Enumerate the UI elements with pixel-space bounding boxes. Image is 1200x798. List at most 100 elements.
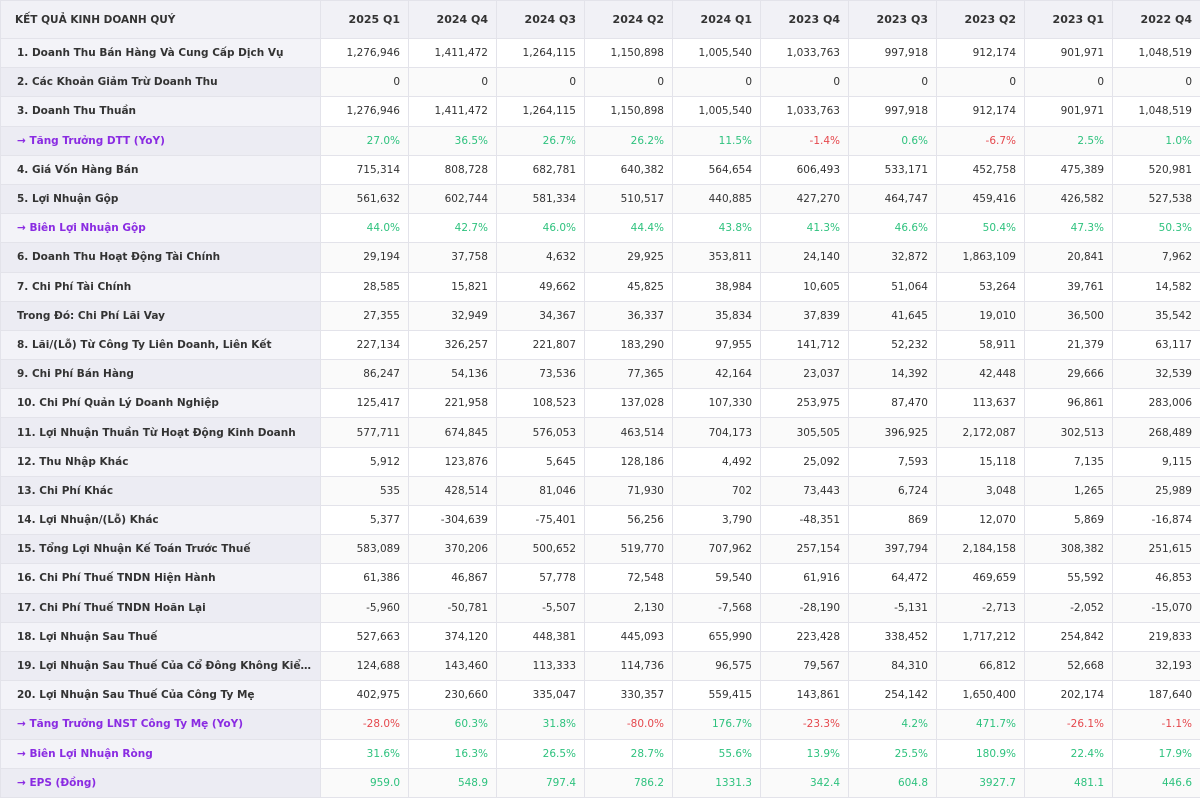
cell-value: 1,411,472 — [408, 96, 497, 127]
cell-value: 219,833 — [1112, 621, 1200, 652]
cell-value: 5,377 — [320, 504, 409, 536]
cell-value: 519,770 — [584, 534, 673, 565]
cell-value: 52,668 — [1024, 650, 1113, 682]
cell-value: 35,542 — [1112, 300, 1200, 331]
cell-value: 31.8% — [496, 709, 585, 740]
cell-value: 1,150,898 — [584, 96, 673, 127]
cell-value: 77,365 — [584, 359, 673, 390]
cell-value: 113,333 — [496, 650, 585, 682]
cell-value: 44.0% — [320, 213, 409, 244]
table-row: Trong Đó: Chi Phí Lãi Vay 27,355 32,949 34,… — [0, 300, 1200, 331]
cell-value: 426,582 — [1024, 183, 1113, 215]
column-header[interactable]: 2024 Q2 — [584, 0, 673, 39]
table-row: 18. Lợi Nhuận Sau Thuế 527,663 374,120 448,… — [0, 621, 1200, 652]
column-header[interactable]: 2025 Q1 — [320, 0, 409, 39]
row-label: 19. Lợi Nhuận Sau Thuế Của Cổ Đông Không… — [0, 650, 321, 682]
cell-value: 61,386 — [320, 563, 409, 594]
cell-value: 37,839 — [760, 300, 849, 331]
cell-value: 63,117 — [1112, 329, 1200, 361]
cell-value: 1,264,115 — [496, 37, 585, 69]
cell-value: 28,585 — [320, 271, 409, 302]
cell-value: 54,136 — [408, 359, 497, 390]
column-header[interactable]: 2023 Q4 — [760, 0, 849, 39]
column-header[interactable]: 2024 Q1 — [672, 0, 761, 39]
cell-value: -23.3% — [760, 709, 849, 740]
column-header[interactable]: 2022 Q4 — [1112, 0, 1200, 39]
cell-value: 143,861 — [760, 680, 849, 711]
cell-value: 0 — [320, 67, 409, 98]
cell-value: 445,093 — [584, 621, 673, 652]
cell-value: 577,711 — [320, 417, 409, 448]
cell-value: 96,861 — [1024, 388, 1113, 419]
cell-value: -6.7% — [936, 125, 1025, 156]
column-header[interactable]: 2024 Q3 — [496, 0, 585, 39]
cell-value: 123,876 — [408, 446, 497, 477]
column-header[interactable]: 2024 Q4 — [408, 0, 497, 39]
cell-value: 901,971 — [1024, 37, 1113, 69]
cell-value: 12,070 — [936, 504, 1025, 536]
row-label: 9. Chi Phí Bán Hàng — [0, 359, 321, 390]
cell-value: 0 — [584, 67, 673, 98]
column-header[interactable]: 2023 Q3 — [848, 0, 937, 39]
row-label: 15. Tổng Lợi Nhuận Kế Toán Trước Thuế — [0, 534, 321, 565]
cell-value: 335,047 — [496, 680, 585, 711]
cell-value: 1,650,400 — [936, 680, 1025, 711]
cell-value: 4.2% — [848, 709, 937, 740]
cell-value: 9,115 — [1112, 446, 1200, 477]
cell-value: 230,660 — [408, 680, 497, 711]
cell-value: 72,548 — [584, 563, 673, 594]
table-row: → Tăng Trưởng DTT (YoY) 27.0% 36.5% 26.7% 26… — [0, 125, 1200, 156]
row-label: 5. Lợi Nhuận Gộp — [0, 183, 321, 215]
row-label: → Biên Lợi Nhuận Ròng — [0, 738, 321, 769]
row-label: → EPS (Đồng) — [0, 767, 321, 798]
cell-value: 3,048 — [936, 475, 1025, 507]
cell-value: 1,863,109 — [936, 242, 1025, 273]
cell-value: 527,663 — [320, 621, 409, 652]
cell-value: 20,841 — [1024, 242, 1113, 273]
cell-value: 38,984 — [672, 271, 761, 302]
cell-value: 29,925 — [584, 242, 673, 273]
cell-value: 471.7% — [936, 709, 1025, 740]
column-header[interactable]: 2023 Q2 — [936, 0, 1025, 39]
row-label: 6. Doanh Thu Hoạt Động Tài Chính — [0, 242, 321, 273]
cell-value: 7,135 — [1024, 446, 1113, 477]
cell-value: 25,989 — [1112, 475, 1200, 507]
table-row: 17. Chi Phí Thuế TNDN Hoãn Lại -5,960 -50,… — [0, 592, 1200, 623]
table-row: 5. Lợi Nhuận Gộp 561,632 602,744 581,334 510… — [0, 183, 1200, 215]
cell-value: 7,962 — [1112, 242, 1200, 273]
cell-value: 14,582 — [1112, 271, 1200, 302]
cell-value: 353,811 — [672, 242, 761, 273]
cell-value: 326,257 — [408, 329, 497, 361]
cell-value: 0 — [672, 67, 761, 98]
cell-value: 396,925 — [848, 417, 937, 448]
cell-value: -50,781 — [408, 592, 497, 623]
cell-value: 113,637 — [936, 388, 1025, 419]
cell-value: 786.2 — [584, 767, 673, 798]
cell-value: 397,794 — [848, 534, 937, 565]
cell-value: 4,492 — [672, 446, 761, 477]
row-label: 7. Chi Phí Tài Chính — [0, 271, 321, 302]
row-label: 12. Thu Nhập Khác — [0, 446, 321, 477]
cell-value: 61,916 — [760, 563, 849, 594]
cell-value: 27,355 — [320, 300, 409, 331]
row-label: 20. Lợi Nhuận Sau Thuế Của Công Ty Mẹ — [0, 680, 321, 711]
cell-value: 2,172,087 — [936, 417, 1025, 448]
cell-value: 440,885 — [672, 183, 761, 215]
cell-value: 682,781 — [496, 154, 585, 185]
column-header[interactable]: 2023 Q1 — [1024, 0, 1113, 39]
cell-value: 128,186 — [584, 446, 673, 477]
cell-value: 0 — [1024, 67, 1113, 98]
cell-value: 427,270 — [760, 183, 849, 215]
cell-value: 510,517 — [584, 183, 673, 215]
cell-value: 29,666 — [1024, 359, 1113, 390]
cell-value: 2.5% — [1024, 125, 1113, 156]
cell-value: 959.0 — [320, 767, 409, 798]
table-title: KẾT QUẢ KINH DOANH QUÝ — [0, 0, 321, 39]
cell-value: 43.8% — [672, 213, 761, 244]
cell-value: 997,918 — [848, 96, 937, 127]
cell-value: 302,513 — [1024, 417, 1113, 448]
row-label: 11. Lợi Nhuận Thuần Từ Hoạt Động Kinh Do… — [0, 417, 321, 448]
table-row: 2. Các Khoản Giảm Trừ Doanh Thu 0 0 0 0 0 0 0 0 0… — [0, 67, 1200, 98]
cell-value: 73,536 — [496, 359, 585, 390]
